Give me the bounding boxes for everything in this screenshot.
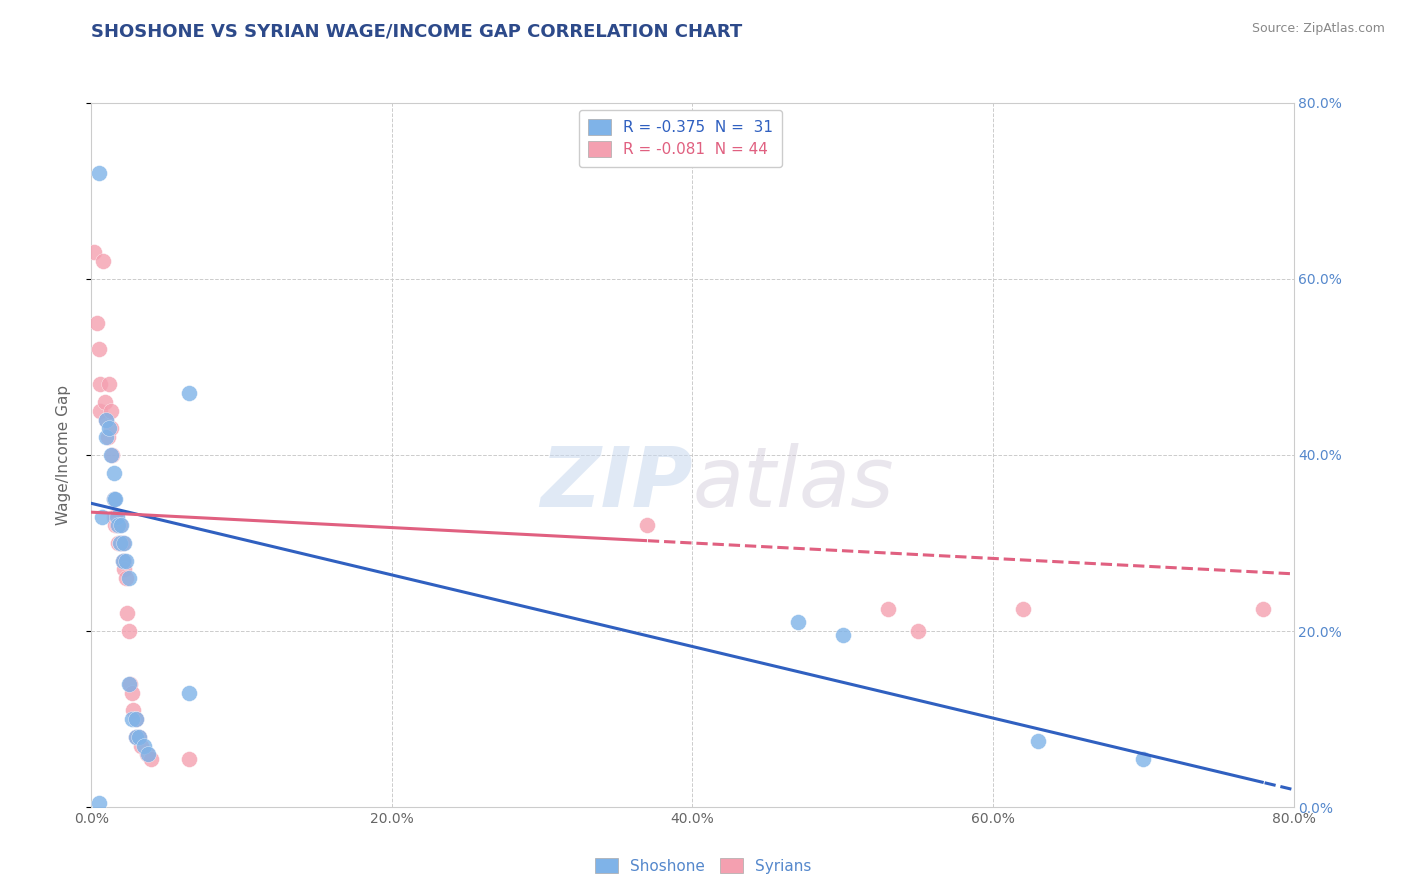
Point	[122, 703, 145, 717]
Point	[1012, 602, 1035, 616]
Point	[111, 553, 134, 568]
Point	[86, 316, 108, 330]
Point	[105, 509, 128, 524]
Point	[100, 404, 122, 418]
Point	[94, 395, 117, 409]
Point	[118, 571, 141, 585]
Point	[120, 677, 142, 691]
Text: Source: ZipAtlas.com: Source: ZipAtlas.com	[1251, 22, 1385, 36]
Point	[1026, 734, 1049, 748]
Point	[110, 536, 132, 550]
Point	[876, 602, 898, 616]
Point	[118, 677, 141, 691]
Point	[125, 730, 148, 744]
Point	[125, 712, 148, 726]
Point	[125, 712, 148, 726]
Point	[87, 343, 110, 357]
Point	[104, 491, 127, 506]
Point	[117, 607, 139, 621]
Point	[907, 624, 929, 639]
Point	[104, 518, 127, 533]
Point	[636, 518, 658, 533]
Point	[786, 615, 808, 630]
Point	[141, 752, 163, 766]
Point	[111, 536, 134, 550]
Point	[177, 386, 200, 401]
Text: SHOSHONE VS SYRIAN WAGE/INCOME GAP CORRELATION CHART: SHOSHONE VS SYRIAN WAGE/INCOME GAP CORRE…	[91, 22, 742, 40]
Point	[114, 536, 136, 550]
Point	[103, 491, 125, 506]
Point	[114, 553, 136, 568]
Point	[115, 571, 138, 585]
Point	[831, 628, 853, 642]
Point	[98, 421, 121, 435]
Point	[89, 377, 111, 392]
Point	[177, 686, 200, 700]
Point	[87, 796, 110, 810]
Point	[125, 730, 148, 744]
Point	[121, 712, 143, 726]
Point	[128, 730, 150, 744]
Point	[103, 491, 125, 506]
Point	[118, 624, 141, 639]
Point	[100, 421, 122, 435]
Point	[107, 518, 129, 533]
Point	[104, 509, 127, 524]
Point	[136, 747, 159, 762]
Point	[1253, 602, 1275, 616]
Point	[121, 686, 143, 700]
Point	[103, 509, 125, 524]
Point	[83, 245, 105, 260]
Point	[97, 430, 120, 444]
Point	[93, 254, 115, 268]
Point	[1132, 752, 1154, 766]
Point	[108, 536, 131, 550]
Point	[138, 747, 160, 762]
Point	[128, 730, 150, 744]
Text: ZIP: ZIP	[540, 442, 692, 524]
Y-axis label: Wage/Income Gap: Wage/Income Gap	[56, 384, 70, 525]
Point	[98, 377, 121, 392]
Point	[108, 536, 131, 550]
Point	[89, 404, 111, 418]
Point	[96, 412, 118, 427]
Point	[110, 518, 132, 533]
Point	[111, 553, 134, 568]
Point	[107, 536, 129, 550]
Point	[114, 562, 136, 576]
Point	[103, 466, 125, 480]
Point	[105, 518, 128, 533]
Legend: R = -0.375  N =  31, R = -0.081  N = 44: R = -0.375 N = 31, R = -0.081 N = 44	[579, 111, 782, 167]
Point	[129, 739, 152, 753]
Legend: Shoshone, Syrians: Shoshone, Syrians	[589, 852, 817, 880]
Point	[115, 553, 138, 568]
Point	[100, 448, 122, 462]
Point	[87, 166, 110, 180]
Point	[108, 518, 131, 533]
Point	[96, 430, 118, 444]
Point	[90, 509, 112, 524]
Point	[132, 739, 155, 753]
Point	[96, 412, 118, 427]
Text: atlas: atlas	[692, 442, 894, 524]
Point	[101, 448, 124, 462]
Point	[177, 752, 200, 766]
